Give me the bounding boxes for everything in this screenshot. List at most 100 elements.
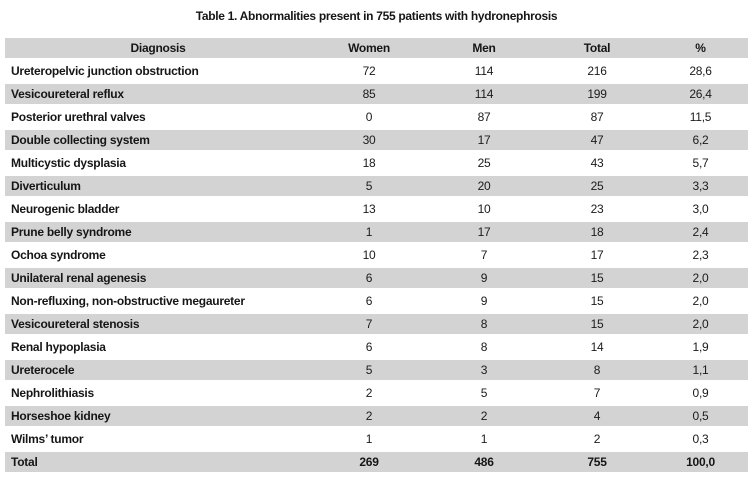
diagnosis-cell: Non-refluxing, non-obstructive megaurete…: [11, 294, 245, 308]
value-cell: 2: [427, 406, 541, 426]
value-cell: 2: [593, 432, 601, 446]
value-cell: 3,3: [653, 176, 748, 196]
value-cell: 5: [311, 176, 427, 196]
value-cell: 7: [480, 248, 488, 262]
table-body: Ureteropelvic junction obstruction 72 114 2…: [5, 61, 748, 472]
value-cell: 7: [311, 314, 427, 334]
table-row: Renal hypoplasia 6 8 14 1,9: [5, 337, 748, 357]
value-cell: 13: [362, 202, 376, 216]
value-cell: 2,0: [692, 294, 709, 308]
table-row: Neurogenic bladder 13 10 23 3,0: [5, 199, 748, 219]
diagnosis-cell: Ureteropelvic junction obstruction: [11, 64, 199, 78]
value-cell: 26,4: [653, 84, 748, 104]
value-cell: 5: [311, 360, 427, 380]
table-row: Double collecting system 30 17 47 6,2: [5, 130, 748, 150]
value-cell: 25: [541, 176, 653, 196]
value-cell: 17: [427, 130, 541, 150]
col-header-percent: %: [653, 38, 748, 58]
diagnosis-cell: Diverticulum: [5, 176, 311, 196]
value-cell: 8: [427, 314, 541, 334]
value-cell: 9: [480, 294, 488, 308]
col-header-women: Women: [311, 38, 427, 58]
value-cell: 6,2: [653, 130, 748, 150]
table-row: Non-refluxing, non-obstructive megaurete…: [5, 291, 748, 311]
value-cell: 2,4: [653, 222, 748, 242]
diagnosis-cell: Posterior urethral valves: [11, 110, 146, 124]
value-cell: 23: [590, 202, 604, 216]
table-row: Vesicoureteral stenosis 7 8 15 2,0: [5, 314, 748, 334]
value-cell: 85: [311, 84, 427, 104]
value-cell: 20: [427, 176, 541, 196]
value-cell: 7: [593, 386, 601, 400]
value-cell: 199: [541, 84, 653, 104]
value-cell: 8: [541, 360, 653, 380]
value-cell: 17: [427, 222, 541, 242]
value-cell: 15: [541, 314, 653, 334]
value-cell: 2,0: [653, 314, 748, 334]
value-cell: 43: [590, 156, 604, 170]
table-row: Ochoa syndrome 10 7 17 2,3: [5, 245, 748, 265]
value-cell: 0,3: [692, 432, 709, 446]
table-header-row: Diagnosis Women Men Total %: [5, 38, 748, 58]
value-cell: 2: [311, 406, 427, 426]
value-cell: 5: [480, 386, 488, 400]
value-cell: 6: [311, 268, 427, 288]
value-cell: 3,0: [692, 202, 709, 216]
value-cell: 755: [541, 452, 653, 472]
value-cell: 0: [365, 110, 373, 124]
value-cell: 216: [587, 64, 607, 78]
value-cell: 0,9: [692, 386, 709, 400]
table-row: Posterior urethral valves 0 87 87 11,5: [5, 107, 748, 127]
diagnosis-cell: Ureterocele: [5, 360, 311, 380]
value-cell: 15: [590, 294, 604, 308]
col-header-total: Total: [541, 38, 653, 58]
diagnosis-cell: Vesicoureteral reflux: [5, 84, 311, 104]
table-row: Multicystic dysplasia 18 25 43 5,7: [5, 153, 748, 173]
table-row: Nephrolithiasis 2 5 7 0,9: [5, 383, 748, 403]
value-cell: 269: [311, 452, 427, 472]
table-row: Wilms’ tumor 1 1 2 0,3: [5, 429, 748, 449]
value-cell: 2: [365, 386, 373, 400]
value-cell: 2,3: [692, 248, 709, 262]
col-header-men: Men: [427, 38, 541, 58]
value-cell: 114: [427, 84, 541, 104]
diagnosis-cell: Renal hypoplasia: [11, 340, 106, 354]
value-cell: 28,6: [689, 64, 712, 78]
value-cell: 14: [590, 340, 604, 354]
value-cell: 1: [480, 432, 488, 446]
value-cell: 10: [477, 202, 491, 216]
diagnosis-cell: Total: [5, 452, 311, 472]
value-cell: 47: [541, 130, 653, 150]
table-row: Vesicoureteral reflux 85 114 199 26,4: [5, 84, 748, 104]
diagnosis-cell: Nephrolithiasis: [11, 386, 94, 400]
value-cell: 3: [427, 360, 541, 380]
value-cell: 1,1: [653, 360, 748, 380]
value-cell: 17: [590, 248, 604, 262]
table-total-row: Total 269 486 755 100,0: [5, 452, 748, 472]
value-cell: 486: [427, 452, 541, 472]
table-row: Horseshoe kidney 2 2 4 0,5: [5, 406, 748, 426]
col-header-diagnosis: Diagnosis: [5, 38, 311, 58]
diagnosis-cell: Horseshoe kidney: [5, 406, 311, 426]
value-cell: 0,5: [653, 406, 748, 426]
value-cell: 18: [541, 222, 653, 242]
table-row: Prune belly syndrome 1 17 18 2,4: [5, 222, 748, 242]
value-cell: 10: [362, 248, 376, 262]
value-cell: 100,0: [653, 452, 748, 472]
value-cell: 5,7: [692, 156, 709, 170]
diagnosis-cell: Unilateral renal agenesis: [5, 268, 311, 288]
value-cell: 4: [541, 406, 653, 426]
table-row: Ureteropelvic junction obstruction 72 114 2…: [5, 61, 748, 81]
value-cell: 1,9: [692, 340, 709, 354]
value-cell: 2,0: [653, 268, 748, 288]
value-cell: 6: [365, 340, 373, 354]
value-cell: 8: [480, 340, 488, 354]
value-cell: 1: [365, 432, 373, 446]
table-row: Unilateral renal agenesis 6 9 15 2,0: [5, 268, 748, 288]
diagnosis-cell: Multicystic dysplasia: [11, 156, 126, 170]
value-cell: 25: [477, 156, 491, 170]
value-cell: 6: [365, 294, 373, 308]
value-cell: 72: [362, 64, 376, 78]
value-cell: 114: [474, 64, 494, 78]
